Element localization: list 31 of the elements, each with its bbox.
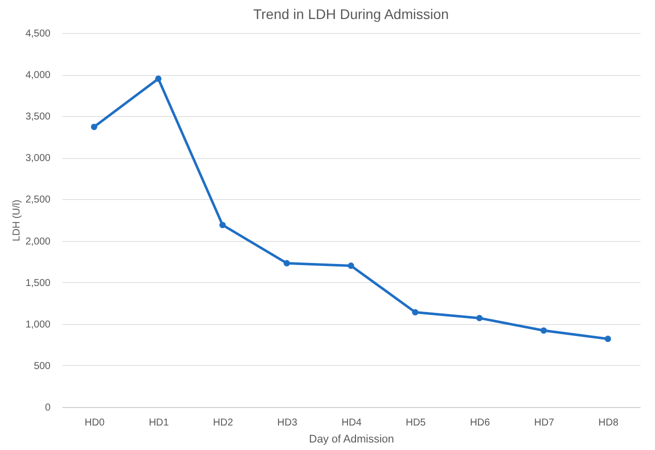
point xyxy=(155,76,162,82)
x-tick-label: HD7 xyxy=(534,418,555,428)
y-tick-label: 2,000 xyxy=(25,236,51,248)
point xyxy=(476,314,483,322)
point xyxy=(540,327,547,334)
x-tick-label: HD8 xyxy=(598,418,619,428)
point xyxy=(604,336,612,342)
y-tick-label: 500 xyxy=(34,360,51,372)
y-tick-label: 0 xyxy=(44,402,51,414)
y-tick-label: 2,500 xyxy=(25,194,51,206)
x-tick-label: HD1 xyxy=(148,418,170,428)
x-tick-label: HD6 xyxy=(470,418,490,428)
y-tick-label: 1,000 xyxy=(25,319,51,330)
y-tick-label: 4,000 xyxy=(25,70,51,82)
x-tick-label: HD2 xyxy=(213,418,234,428)
y-tick-label: 1,500 xyxy=(25,278,51,289)
y-tick-label: 3,000 xyxy=(25,153,51,164)
x-tick-label: HD0 xyxy=(84,418,106,428)
y-tick-label: 3,500 xyxy=(25,112,51,123)
x-tick-label: HD3 xyxy=(277,418,298,428)
x-axis-title: Day of Admission xyxy=(309,434,394,446)
y-tick-label: 4,500 xyxy=(25,28,51,40)
point xyxy=(412,309,418,316)
point xyxy=(219,222,226,228)
point xyxy=(348,262,354,269)
point xyxy=(284,260,290,266)
x-tick-label: HD4 xyxy=(341,418,362,428)
chart-title: Trend in LDH During Admission xyxy=(253,6,449,22)
y-axis-title: LDH (U/l) xyxy=(11,200,22,242)
x-tick-label: HD5 xyxy=(406,418,426,428)
point xyxy=(90,124,98,130)
